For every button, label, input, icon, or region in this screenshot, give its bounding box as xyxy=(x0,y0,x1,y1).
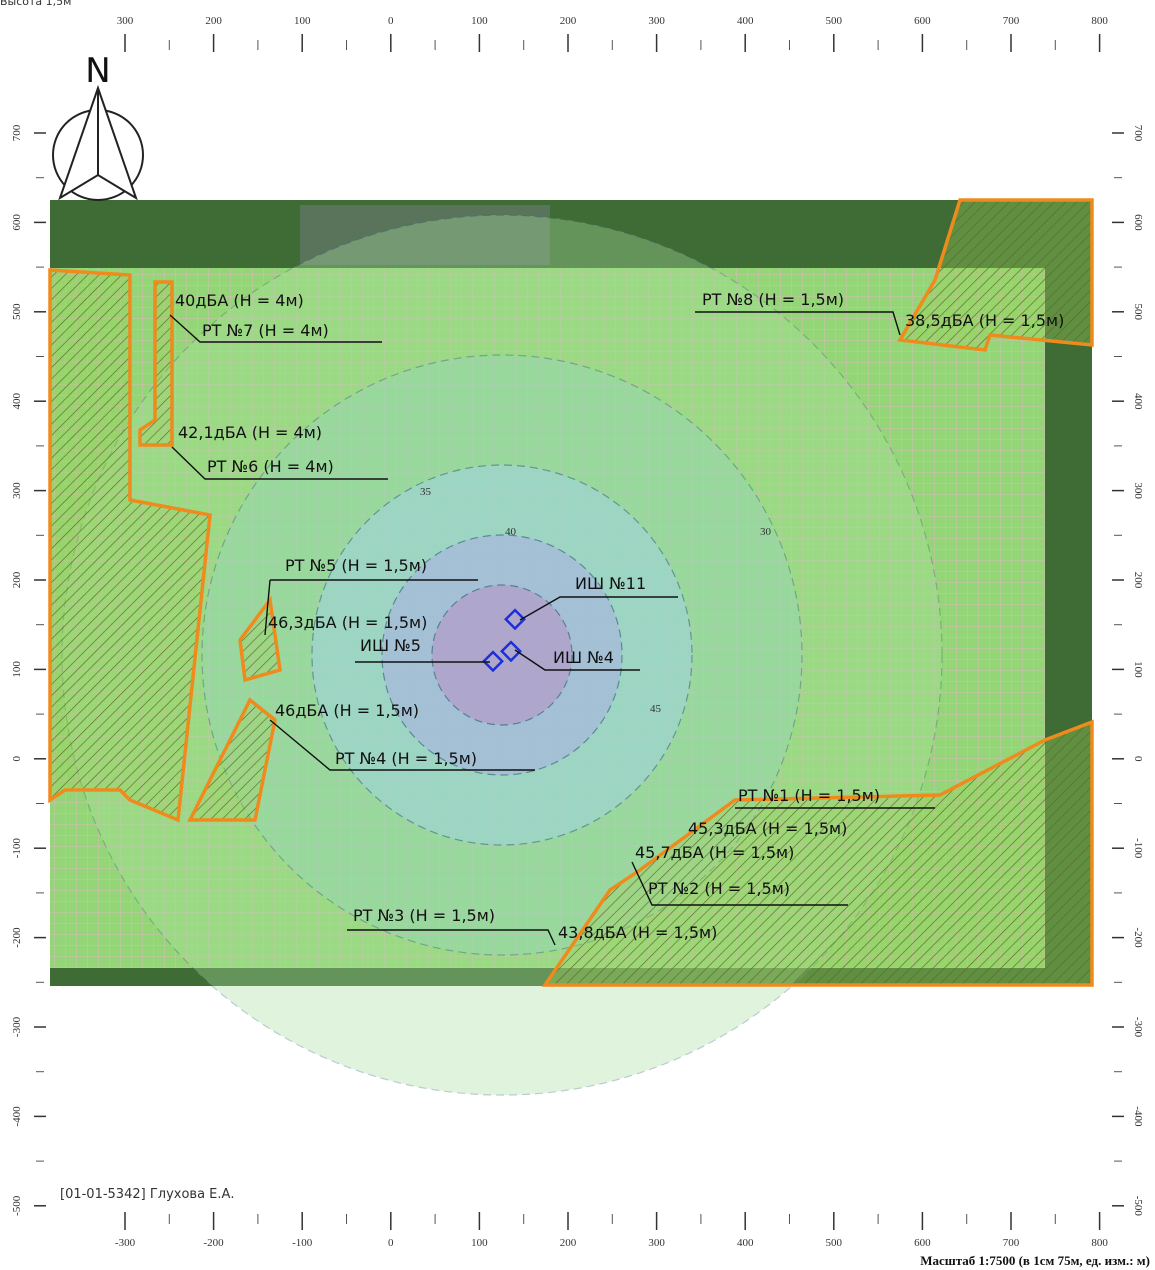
left-tick-label: -200 xyxy=(11,927,23,948)
top-tick-label: 300 xyxy=(117,15,134,27)
bottom-tick-label: -300 xyxy=(115,1237,136,1249)
top-tick-label: 0 xyxy=(388,15,394,27)
top-tick-label: 800 xyxy=(1091,15,1108,27)
point-label: РТ №6 (Н = 4м) xyxy=(207,457,334,476)
scale-note: Масштаб 1:7500 (в 1см 75м, ед. изм.: м) xyxy=(920,1253,1150,1268)
point-label: РТ №7 (Н = 4м) xyxy=(202,321,329,340)
bottom-tick-label: 800 xyxy=(1091,1237,1108,1249)
left-tick-label: 400 xyxy=(11,392,23,409)
left-tick-label: -400 xyxy=(11,1106,23,1127)
point-label: РТ №3 (Н = 1,5м) xyxy=(353,906,495,925)
right-tick-label: 500 xyxy=(1132,304,1144,321)
bottom-tick-label: 200 xyxy=(560,1237,577,1249)
source-label: ИШ №11 xyxy=(575,574,646,593)
right-tick-label: 0 xyxy=(1132,756,1144,762)
top-tick-label: 700 xyxy=(1003,15,1020,27)
top-tick-label: 200 xyxy=(205,15,222,27)
left-tick-label: -100 xyxy=(11,838,23,859)
left-tick-label: -500 xyxy=(11,1195,23,1216)
top-tick-label: 300 xyxy=(648,15,665,27)
bottom-tick-label: 400 xyxy=(737,1237,754,1249)
left-tick-label: 700 xyxy=(11,124,23,141)
source-label: ИШ №5 xyxy=(360,636,421,655)
point-label: РТ №2 (Н = 1,5м) xyxy=(648,879,790,898)
north-arrow xyxy=(52,84,144,201)
left-tick-label: 600 xyxy=(11,214,23,231)
contour-label: 30 xyxy=(760,526,772,538)
bottom-tick-label: 0 xyxy=(388,1237,394,1249)
contour-label: 35 xyxy=(420,486,432,498)
level-label: 42,1дБА (Н = 4м) xyxy=(178,423,322,442)
leaders xyxy=(169,311,935,946)
level-label: 46,3дБА (Н = 1,5м) xyxy=(268,613,427,632)
point-label: РТ №1 (Н = 1,5м) xyxy=(738,786,880,805)
level-label: 40дБА (Н = 4м) xyxy=(175,291,304,310)
left-tick-label: 100 xyxy=(11,661,23,678)
right-tick-label: -400 xyxy=(1132,1106,1144,1127)
height-note: Высота 1,5м xyxy=(0,0,71,8)
author: [01-01-5342] Глухова Е.А. xyxy=(60,1187,235,1202)
zones xyxy=(48,198,1094,987)
top-tick-label: 600 xyxy=(914,15,931,27)
level-label: 43,8дБА (Н = 1,5м) xyxy=(558,923,717,942)
level-label: 38,5дБА (Н = 1,5м) xyxy=(905,311,1064,330)
left-tick-label: -300 xyxy=(11,1016,23,1037)
level-label: 46дБА (Н = 1,5м) xyxy=(275,701,419,720)
bottom-tick-label: 100 xyxy=(471,1237,488,1249)
north-label: N xyxy=(85,51,110,91)
axes: 300 200 100 0 100 200 300 400 500 600 700 800-300 -2… xyxy=(11,15,1144,1249)
left-tick-label: 500 xyxy=(11,303,23,320)
left-tick-label: 300 xyxy=(11,482,23,499)
right-tick-label: 100 xyxy=(1132,661,1144,678)
top-tick-label: 500 xyxy=(826,15,843,27)
right-tick-label: -100 xyxy=(1132,838,1144,859)
bottom-tick-label: 300 xyxy=(648,1237,665,1249)
right-tick-label: 700 xyxy=(1132,125,1144,142)
top-tick-label: 100 xyxy=(471,15,488,27)
buildings xyxy=(300,205,550,265)
source-label: ИШ №4 xyxy=(553,648,614,667)
right-tick-label: 200 xyxy=(1132,572,1144,589)
point-label: РТ №4 (Н = 1,5м) xyxy=(335,749,477,768)
sources xyxy=(482,608,526,673)
top-tick-label: 100 xyxy=(294,15,311,27)
bottom-tick-label: 700 xyxy=(1003,1237,1020,1249)
level-label: 45,3дБА (Н = 1,5м) xyxy=(688,819,847,838)
bottom-tick-label: 500 xyxy=(826,1237,843,1249)
right-tick-label: 300 xyxy=(1132,482,1144,499)
level-label: 45,7дБА (Н = 1,5м) xyxy=(635,843,794,862)
right-tick-label: 600 xyxy=(1132,214,1144,231)
bottom-tick-label: -200 xyxy=(204,1237,225,1249)
right-tick-label: -200 xyxy=(1132,928,1144,949)
point-label: РТ №5 (Н = 1,5м) xyxy=(285,556,427,575)
left-tick-label: 200 xyxy=(11,571,23,588)
left-tick-label: 0 xyxy=(11,756,23,762)
right-tick-label: -300 xyxy=(1132,1017,1144,1038)
contour-label: 45 xyxy=(650,703,662,715)
bottom-tick-label: 600 xyxy=(914,1237,931,1249)
top-tick-label: 400 xyxy=(737,15,754,27)
top-tick-label: 200 xyxy=(560,15,577,27)
point-label: РТ №8 (Н = 1,5м) xyxy=(702,290,844,309)
right-tick-label: -500 xyxy=(1132,1196,1144,1217)
right-tick-label: 400 xyxy=(1132,393,1144,410)
contour-label: 40 xyxy=(505,526,517,538)
bottom-tick-label: -100 xyxy=(292,1237,313,1249)
